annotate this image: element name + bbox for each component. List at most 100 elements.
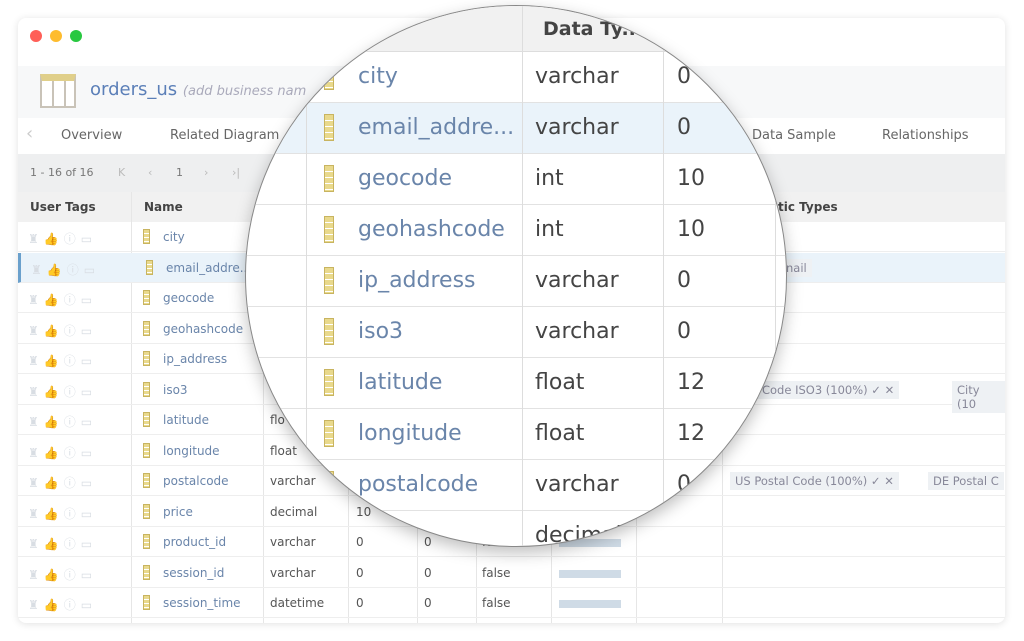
column-name[interactable]: session_time	[163, 596, 241, 610]
semantic-type-chip[interactable]: nail	[781, 258, 812, 277]
column-scale: 0	[424, 565, 432, 580]
user-tag-icons[interactable]: ♜👍ⓘ▭	[28, 293, 98, 307]
column-nullable: false	[482, 596, 511, 610]
column-scale: 0	[424, 535, 432, 549]
column-precision: 0	[356, 535, 364, 549]
mag-column-name: postalcode	[358, 472, 479, 497]
tab-relationships[interactable]: Relationships	[882, 128, 969, 143]
chevron-left-icon[interactable]: ‹	[26, 123, 34, 144]
column-icon	[143, 320, 150, 336]
mag-column-length: 0	[677, 64, 691, 89]
mag-column-length: 12	[677, 370, 705, 395]
user-tag-icons[interactable]: ♜👍ⓘ▭	[28, 537, 98, 551]
column-name[interactable]: iso3	[163, 382, 188, 397]
column-name[interactable]: session_id	[163, 565, 225, 580]
column-name[interactable]: price	[163, 504, 193, 519]
column-name[interactable]: ip_address	[163, 352, 228, 366]
column-type: varchar	[270, 474, 316, 488]
user-tag-icons[interactable]: ♜👍ⓘ▭	[28, 232, 98, 246]
mag-column-name: ip_address	[358, 268, 476, 293]
page-number[interactable]: 1	[176, 166, 183, 179]
semantic-type-chip[interactable]: ntry Code ISO3 (100%) ✓ ✕	[730, 380, 900, 399]
column-type: varchar	[270, 535, 316, 549]
semantic-type-chip[interactable]: US Postal Code (100%) ✓ ✕	[730, 472, 899, 490]
user-tag-icons[interactable]: ♜👍ⓘ▭	[28, 323, 98, 338]
column-name[interactable]: longitude	[163, 443, 220, 458]
minimize-button[interactable]	[50, 30, 62, 42]
user-tag-icons[interactable]: ♜👍ⓘ▭	[31, 262, 101, 277]
mag-column-type: varchar	[535, 268, 619, 293]
column-icon	[143, 503, 150, 519]
column-icon	[143, 290, 150, 305]
mag-column-name: city	[358, 64, 398, 89]
maximize-button[interactable]	[70, 30, 82, 42]
mag-column-type: int	[535, 166, 564, 191]
semantic-type-chip[interactable]: City (10	[952, 380, 1005, 413]
mag-column-name: email_addre...	[358, 115, 515, 140]
mag-column-length: 10	[677, 217, 705, 242]
mag-column-length: 0	[677, 319, 691, 344]
first-page-icon[interactable]: K	[118, 166, 126, 179]
user-tag-icons[interactable]: ♜👍ⓘ▭	[28, 354, 98, 368]
column-name[interactable]: city	[163, 230, 185, 244]
magnifier-lens: Data Ty... city varchar 0 email_addre...…	[245, 5, 787, 547]
mag-column-type: int	[535, 217, 564, 242]
column-icon	[324, 471, 334, 498]
column-name[interactable]: product_id	[163, 535, 227, 549]
semantic-type-chip[interactable]: DE Postal C	[928, 472, 1004, 490]
mag-column-type: varchar	[535, 115, 619, 140]
magnified-row: postalcode varchar 0	[246, 460, 786, 511]
user-tag-icons[interactable]: ♜👍ⓘ▭	[28, 567, 98, 582]
mag-column-length: 0	[677, 472, 691, 497]
mag-column-type: varchar	[535, 64, 619, 89]
tab-overview[interactable]: Overview	[61, 128, 123, 143]
column-icon	[143, 595, 150, 610]
last-page-icon[interactable]: ›|	[232, 166, 241, 179]
business-name-input[interactable]: (add business nam	[182, 84, 307, 99]
column-nullable: false	[482, 565, 511, 580]
user-tag-icons[interactable]: ♜👍ⓘ▭	[28, 476, 98, 490]
close-button[interactable]	[30, 30, 42, 42]
mag-col-data-type: Data Ty...	[543, 18, 644, 40]
magnified-row: longitude float 12	[246, 409, 786, 460]
user-tag-icons[interactable]: ♜👍ⓘ▭	[28, 445, 98, 460]
column-type: datetime	[270, 596, 325, 610]
column-type: varchar	[270, 565, 316, 580]
user-tag-icons[interactable]: ♜👍ⓘ▭	[28, 506, 98, 521]
column-icon	[143, 534, 150, 549]
table-title: orders_us	[90, 79, 178, 100]
table-name: orders_us (add business nam	[90, 79, 306, 100]
mag-column-length: 12	[677, 421, 705, 446]
column-name[interactable]: geocode	[163, 291, 215, 305]
column-type: flo	[270, 413, 285, 427]
mag-column-type: varchar	[535, 319, 619, 344]
magnified-row: ip_address varchar 0	[246, 256, 786, 307]
prev-page-icon[interactable]: ‹	[148, 166, 153, 179]
user-tag-icons[interactable]: ♜👍ⓘ▭	[28, 598, 98, 612]
column-type: decimal	[270, 504, 318, 519]
user-tag-icons[interactable]: ♜👍ⓘ▭	[28, 415, 98, 429]
column-icon	[324, 267, 334, 294]
magnified-row: decimal	[246, 511, 786, 547]
profile-bar	[559, 539, 621, 547]
column-icon	[143, 351, 150, 366]
col-semantic-types[interactable]: tic Types	[778, 200, 838, 214]
col-name[interactable]: Name	[144, 200, 183, 214]
column-name[interactable]: geohashcode	[163, 321, 244, 336]
table-row[interactable]: ♜👍ⓘ▭ session_time datetime 0 0 false	[18, 588, 1005, 618]
mag-column-type: decimal	[535, 523, 622, 547]
next-page-icon[interactable]: ›	[204, 166, 209, 179]
column-icon	[324, 420, 334, 447]
column-name[interactable]: latitude	[163, 413, 210, 427]
column-icon	[143, 442, 150, 458]
column-icon	[324, 369, 334, 396]
mag-column-type: float	[535, 370, 585, 395]
user-tag-icons[interactable]: ♜👍ⓘ▭	[28, 384, 98, 399]
table-row[interactable]: ♜👍ⓘ▭ session_id varchar 0 0 false	[18, 558, 1005, 588]
column-name[interactable]: postalcode	[163, 474, 229, 488]
column-icon	[143, 564, 150, 580]
column-name[interactable]: email_addre...	[166, 260, 252, 275]
mag-column-name: iso3	[358, 319, 404, 344]
mag-column-type: varchar	[535, 472, 619, 497]
col-user-tags[interactable]: User Tags	[30, 200, 96, 214]
